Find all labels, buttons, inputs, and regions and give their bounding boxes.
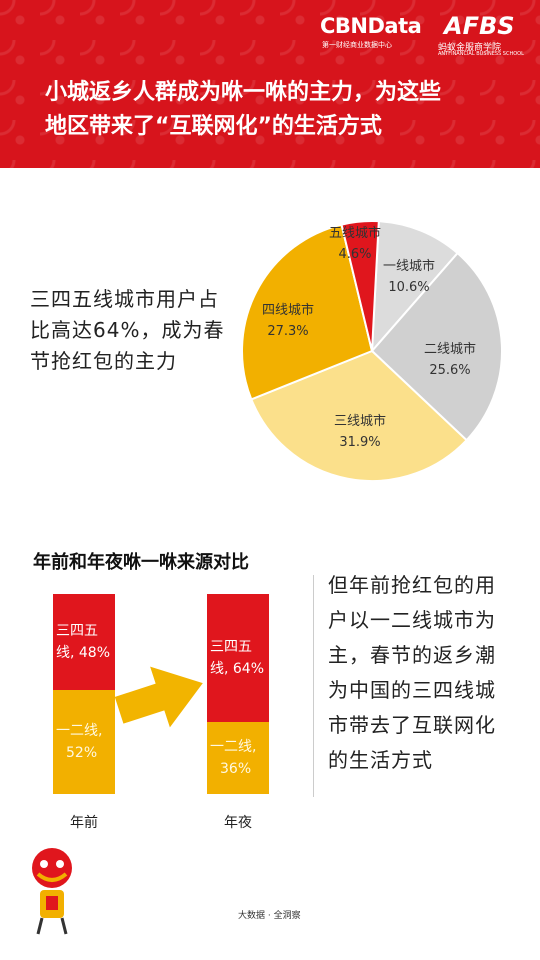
city-tier-pie-chart: 一线城市 10.6% 二线城市 25.6% 三线城市 31.9% 四线城市 27.3% 五线城市… [241,220,503,482]
page-title-line2: 地区带来了“互联网化”的生活方式 [45,114,382,139]
bar-label-年夜-0: 一二线, 36% [210,739,257,777]
pie-label-2: 二线城市 [424,341,476,357]
bar-label-年前-0: 一二线, 52% [56,723,103,761]
bar-category-1: 年前 [70,815,98,831]
header-banner: CBNData 第一财经商业数据中心 AFBS 蚂蚁金服商学院 ANTFINAN… [0,0,540,168]
afbs-logo: AFBS [444,12,515,40]
pie-value-1: 10.6% [388,280,429,295]
section2-description: 但年前抢红包的用户以一二线城市为主，春节的返乡潮为中国的三四线城市带去了互联网化… [328,573,496,772]
divider [313,575,314,797]
pie-value-4: 27.3% [267,324,308,339]
pie-label-4: 四线城市 [262,302,314,318]
pie-slice-5 [340,220,380,352]
pie-value-3: 31.9% [339,435,380,450]
bar-label-年夜-1: 三四五 线, 64% [210,639,265,677]
footer-source: 大数据 · 全洞察 [238,911,301,921]
bar-segment-年前-0 [53,690,115,794]
page-title: 小城返乡人群成为咻一咻的主力，为这些 地区带来了“互联网化”的生活方式 [45,76,515,144]
bar-category-2: 年夜 [224,815,252,831]
pie-slice-1 [370,220,459,354]
bar-segment-年夜-1 [207,594,269,722]
pie-slice-3 [250,349,468,482]
bar-label-年前-1: 三四五 线, 48% [56,623,111,661]
pie-slice-4 [241,223,374,401]
bar-segment-年前-1 [53,594,115,690]
header-pattern [0,0,540,168]
pie-value-2: 25.6% [429,363,470,378]
bar-segment-年夜-0 [207,722,269,794]
pie-label-1: 一线城市 [383,258,435,274]
page-title-line1: 小城返乡人群成为咻一咻的主力，为这些 [45,80,442,105]
cbndata-logo-subtitle: 第一财经商业数据中心 [322,41,392,49]
afbs-logo-subtitle: 蚂蚁金服商学院 [438,43,502,53]
lion-dance-mascot-icon [32,848,72,935]
pie-label-5: 五线城市 [329,225,381,241]
bar-chart-title: 年前和年夜咻一咻来源对比 [33,552,249,573]
cbndata-logo: CBNData [320,14,422,38]
pie-label-3: 三线城市 [334,413,386,429]
pie-slice-2 [370,251,503,442]
section1-description: 三四五线城市用户占比高达64%，成为春节抢红包的主力 [30,287,225,373]
right-arrow-icon [115,666,203,728]
afbs-logo-subtitle-en: ANTFINANCIAL BUSINESS SCHOOL [438,51,524,57]
pie-value-5: 4.6% [338,247,371,262]
